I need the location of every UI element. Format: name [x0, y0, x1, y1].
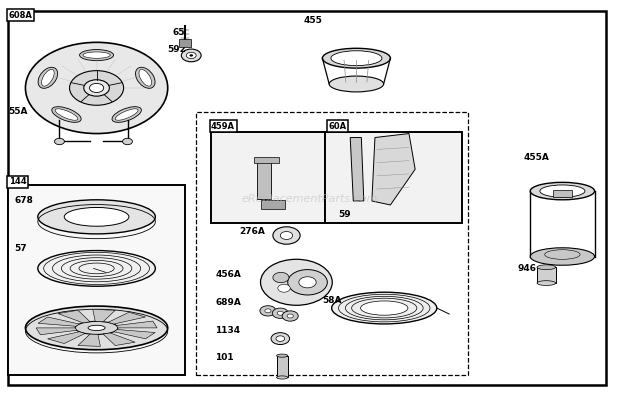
Ellipse shape: [322, 48, 391, 68]
Circle shape: [181, 49, 201, 62]
Text: 459A: 459A: [211, 122, 235, 131]
Circle shape: [273, 272, 289, 283]
Circle shape: [123, 139, 133, 144]
Ellipse shape: [112, 107, 141, 122]
Ellipse shape: [38, 200, 156, 234]
Bar: [553, 190, 572, 197]
Text: 592: 592: [168, 45, 187, 54]
Ellipse shape: [332, 292, 437, 324]
Ellipse shape: [115, 109, 138, 120]
Ellipse shape: [537, 265, 556, 269]
Text: 455: 455: [304, 16, 322, 25]
Bar: [179, 39, 190, 47]
Text: 1134: 1134: [215, 326, 241, 335]
Ellipse shape: [329, 76, 384, 92]
Text: 60A: 60A: [329, 122, 347, 131]
Ellipse shape: [79, 50, 113, 60]
Text: 59: 59: [338, 210, 350, 219]
Circle shape: [69, 70, 123, 105]
Circle shape: [89, 84, 104, 92]
Circle shape: [278, 284, 290, 292]
Text: 65: 65: [172, 28, 185, 37]
Polygon shape: [58, 310, 90, 323]
Polygon shape: [114, 330, 155, 339]
Circle shape: [288, 269, 327, 295]
Polygon shape: [93, 309, 115, 322]
Polygon shape: [372, 134, 415, 205]
Ellipse shape: [331, 51, 382, 66]
Polygon shape: [350, 138, 364, 201]
Ellipse shape: [75, 321, 118, 334]
Ellipse shape: [530, 248, 595, 265]
Polygon shape: [103, 333, 135, 345]
Text: 57: 57: [14, 244, 27, 253]
Ellipse shape: [277, 376, 288, 379]
Ellipse shape: [38, 251, 156, 286]
Circle shape: [280, 232, 293, 240]
Polygon shape: [78, 334, 100, 346]
Bar: [211, 132, 326, 223]
Bar: [537, 267, 556, 283]
Text: 144: 144: [9, 177, 27, 186]
Ellipse shape: [530, 182, 595, 200]
Ellipse shape: [136, 67, 155, 88]
Ellipse shape: [64, 207, 129, 226]
Circle shape: [273, 227, 300, 244]
Ellipse shape: [361, 301, 408, 315]
Circle shape: [260, 259, 332, 305]
Circle shape: [265, 309, 271, 313]
Circle shape: [287, 314, 293, 318]
Circle shape: [276, 336, 285, 341]
Text: 456A: 456A: [215, 270, 241, 279]
Ellipse shape: [52, 107, 81, 122]
Circle shape: [282, 311, 298, 321]
Ellipse shape: [88, 325, 105, 330]
Ellipse shape: [42, 69, 54, 86]
Circle shape: [260, 306, 276, 316]
Polygon shape: [36, 328, 77, 335]
Circle shape: [271, 333, 290, 345]
Text: 946: 946: [517, 264, 536, 273]
Ellipse shape: [139, 69, 152, 86]
Ellipse shape: [540, 185, 585, 197]
Circle shape: [277, 311, 283, 315]
Ellipse shape: [537, 281, 556, 285]
Circle shape: [186, 52, 196, 59]
Bar: [326, 132, 461, 223]
Circle shape: [84, 80, 109, 96]
Polygon shape: [108, 312, 146, 324]
Bar: [277, 356, 288, 377]
Text: 678: 678: [14, 197, 33, 205]
Ellipse shape: [25, 306, 168, 350]
Polygon shape: [38, 317, 79, 326]
Circle shape: [189, 54, 193, 57]
Text: eReplacementParts.com: eReplacementParts.com: [242, 194, 378, 204]
Circle shape: [55, 139, 64, 144]
Ellipse shape: [277, 354, 288, 357]
Text: 58A: 58A: [322, 296, 342, 304]
Bar: [8, 185, 185, 375]
Circle shape: [25, 42, 168, 134]
Ellipse shape: [38, 67, 58, 88]
Polygon shape: [117, 321, 157, 328]
Bar: [254, 157, 279, 163]
Bar: [195, 112, 467, 375]
Text: 55A: 55A: [9, 107, 29, 116]
Circle shape: [272, 308, 288, 318]
Ellipse shape: [55, 109, 78, 120]
Bar: [257, 159, 271, 199]
Text: 101: 101: [215, 353, 234, 362]
Bar: [260, 200, 285, 209]
Polygon shape: [48, 332, 85, 343]
Text: 276A: 276A: [239, 227, 265, 236]
Ellipse shape: [83, 52, 110, 58]
Text: 608A: 608A: [9, 11, 33, 20]
Text: 689A: 689A: [215, 298, 241, 306]
Circle shape: [299, 277, 316, 288]
Text: 455A: 455A: [523, 153, 549, 162]
